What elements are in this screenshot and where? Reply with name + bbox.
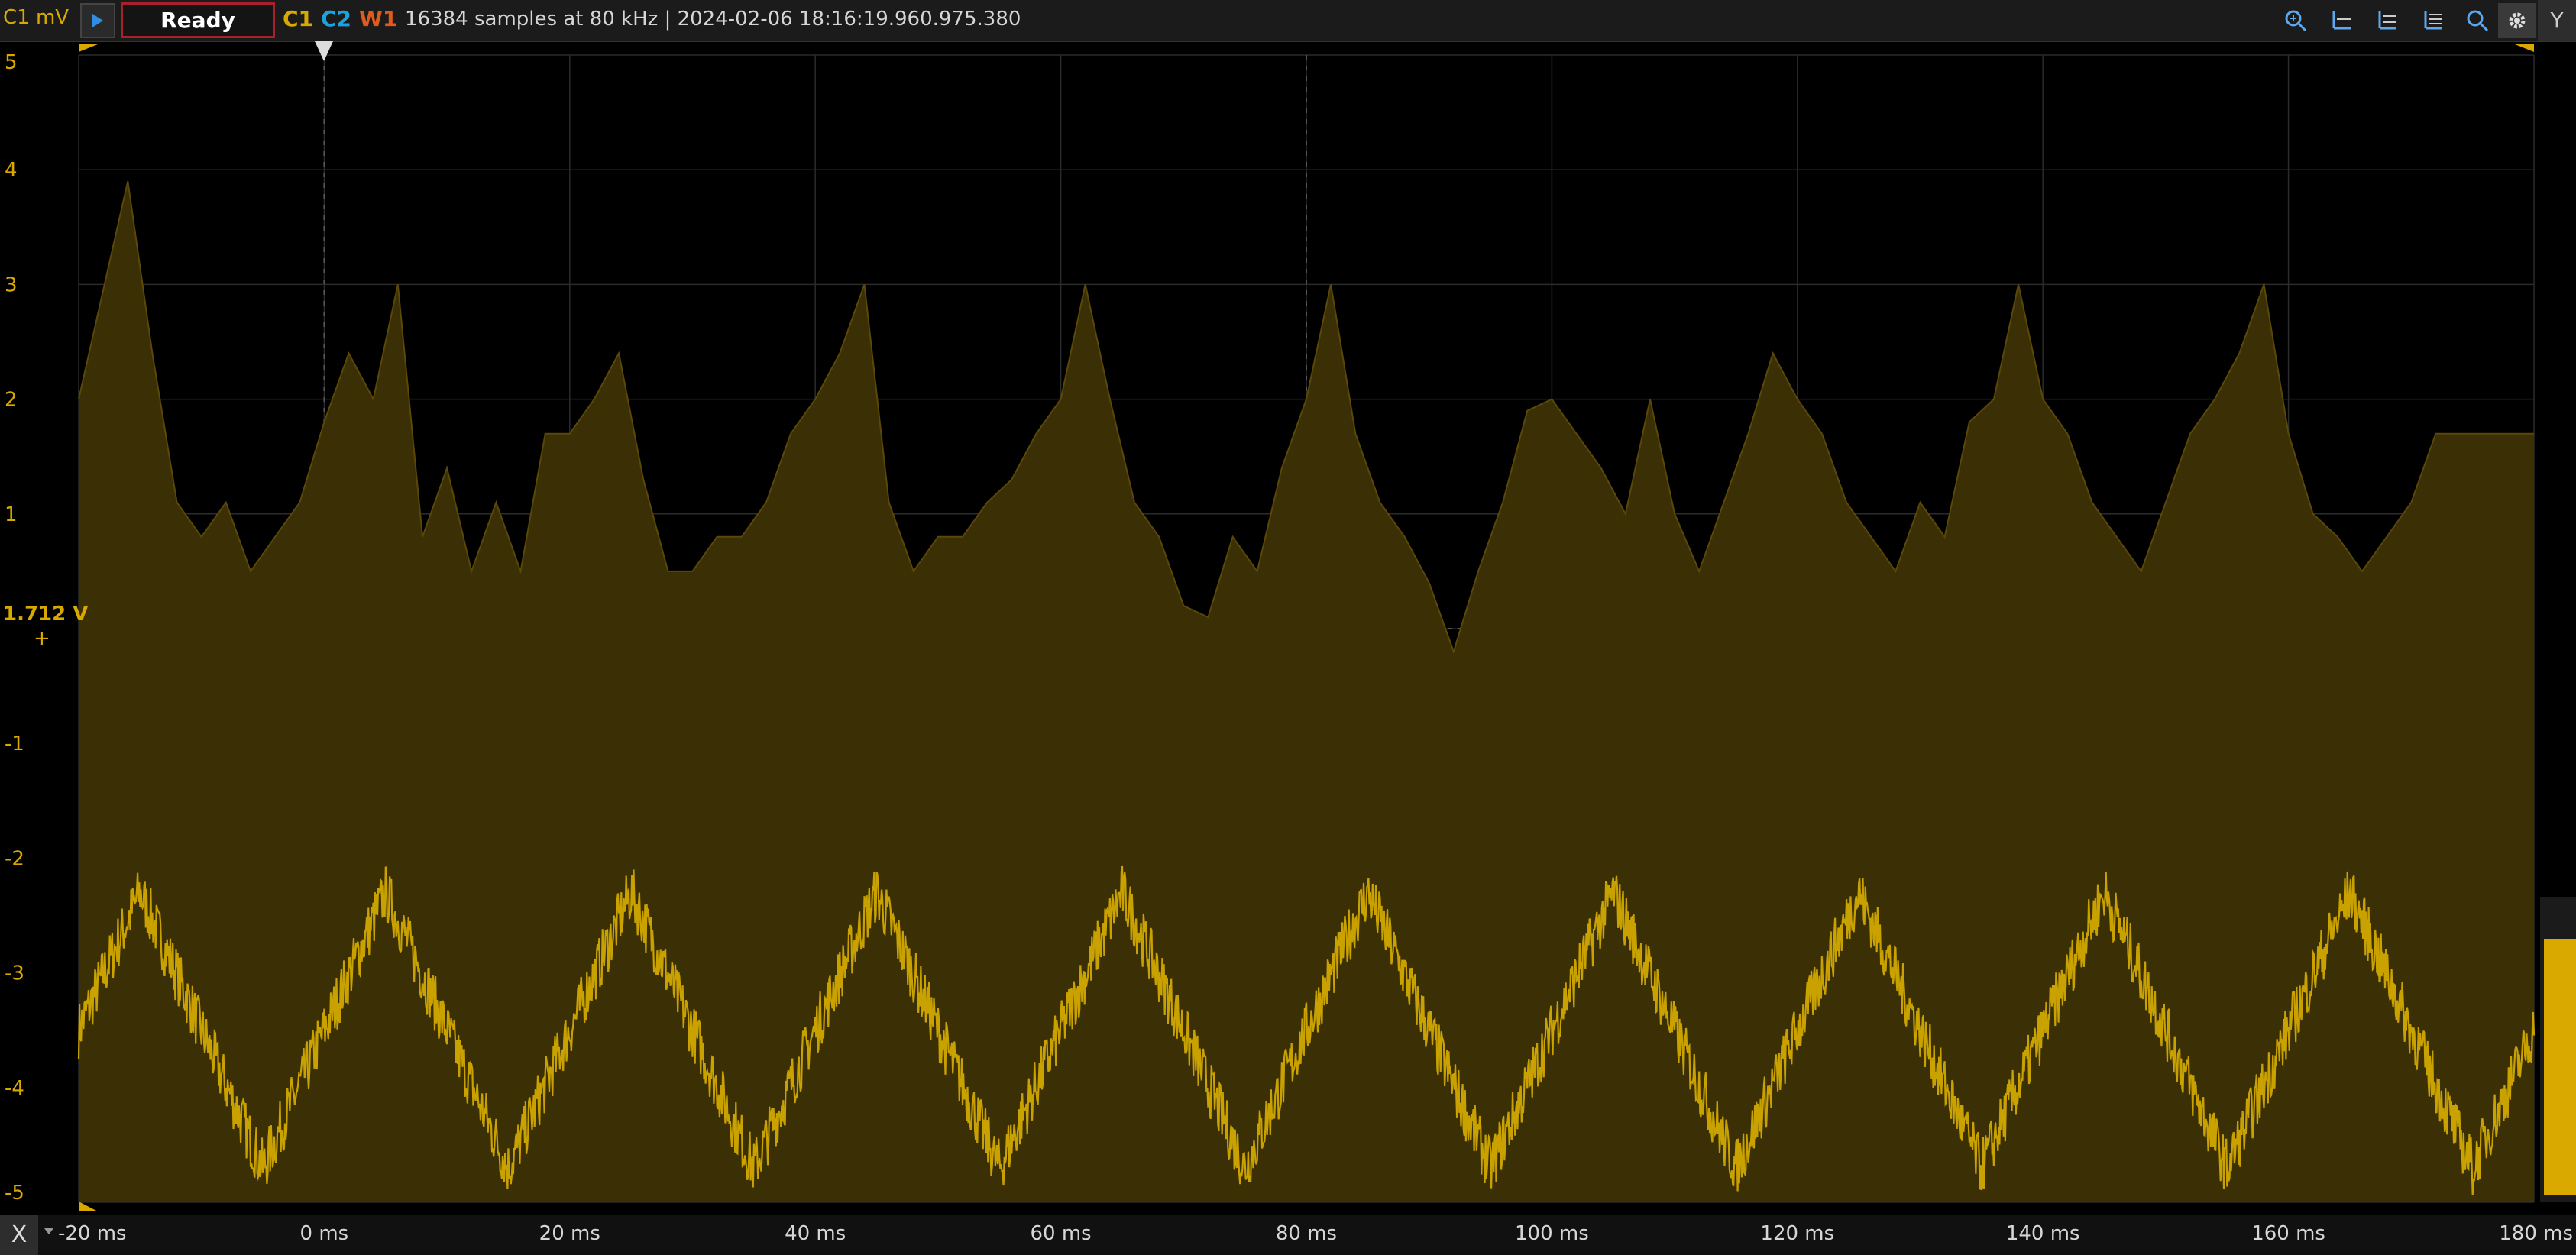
- zoom-in-button[interactable]: [2277, 3, 2315, 38]
- offset-marker-icon[interactable]: +: [34, 627, 50, 650]
- chevron-down-icon[interactable]: [43, 1225, 55, 1237]
- y-tick-label: 4: [5, 159, 18, 182]
- play-icon: [92, 14, 103, 27]
- wavegen-w1-toggle[interactable]: W1: [359, 6, 398, 31]
- x-tick-label: 60 ms: [1030, 1222, 1092, 1245]
- x-axis-bar: X -20 ms 0 ms 20 ms 40 ms 60 ms 80 ms 100 ms 12…: [0, 1215, 2576, 1255]
- x-tick-label: 120 ms: [1760, 1222, 1835, 1245]
- x-tick-label: 20 ms: [539, 1222, 600, 1245]
- cursor-horizontal-button[interactable]: [2322, 3, 2361, 38]
- cursor-vertical-icon: [2378, 11, 2396, 30]
- y-tick-label: -4: [5, 1077, 24, 1100]
- channel1-trace: [77, 865, 2536, 1195]
- y-unit-label: C1 mV: [3, 6, 70, 29]
- x-tick-label: -20 ms: [58, 1222, 127, 1245]
- cursor-list-button[interactable]: [2414, 3, 2452, 38]
- y-tick-label: -3: [5, 962, 24, 985]
- trigger-marker-icon[interactable]: [315, 41, 333, 61]
- x-tick-label: 160 ms: [2251, 1222, 2325, 1245]
- y-tick-label: -2: [5, 847, 24, 870]
- y-tick-label: 1: [5, 503, 18, 526]
- x-tick-label: 0 ms: [299, 1222, 349, 1245]
- y-tick-label: 5: [5, 51, 18, 74]
- channel-c1-toggle[interactable]: C1: [283, 6, 314, 31]
- x-tick-label: 140 ms: [2005, 1222, 2080, 1245]
- top-left-range-marker-icon: [79, 44, 98, 52]
- channel-offset-label: 1.712 V: [3, 603, 88, 626]
- x-axis-button[interactable]: X: [0, 1215, 38, 1255]
- settings-button[interactable]: [2498, 3, 2536, 38]
- acquisition-status-button[interactable]: Ready: [121, 2, 275, 38]
- zoom-button[interactable]: [2458, 3, 2497, 38]
- x-tick-label: 40 ms: [785, 1222, 846, 1245]
- oscilloscope-plot[interactable]: 5 4 3 2 1 -1 -2 -3 -4 -5 1.712 V +: [0, 41, 2576, 1215]
- x-tick-label: 180 ms: [2499, 1222, 2573, 1245]
- y-axis-button[interactable]: Y: [2538, 0, 2576, 41]
- channel1-trace-envelope: [78, 180, 2534, 655]
- x-tick-label: 80 ms: [1275, 1222, 1338, 1245]
- y-tick-label: -1: [5, 733, 24, 755]
- zoom-icon: [2467, 10, 2489, 32]
- acquisition-info: 16384 samples at 80 kHz | 2024-02-06 18:…: [405, 8, 1021, 31]
- channel1-fill-area: [79, 181, 2534, 1203]
- y-tick-label: 3: [5, 273, 18, 296]
- y-tick-label: 2: [5, 389, 18, 412]
- cursor-horizontal-icon: [2332, 11, 2351, 30]
- y-tick-label: -5: [5, 1182, 24, 1205]
- channel-c2-toggle[interactable]: C2: [321, 6, 352, 31]
- cursor-list-icon: [2424, 11, 2442, 30]
- x-tick-label: 100 ms: [1515, 1222, 1589, 1245]
- settings-icon: [2509, 12, 2526, 29]
- bottom-left-range-marker-icon: [79, 1202, 98, 1211]
- signal-level-indicator: [2544, 939, 2576, 1195]
- top-toolbar: C1 mV Ready C1 C2 W1 16384 samples at 80…: [0, 0, 2576, 42]
- cursor-vertical-button[interactable]: [2368, 3, 2406, 38]
- run-button[interactable]: [80, 3, 115, 38]
- y-axis-labels: 5 4 3 2 1 -1 -2 -3 -4 -5: [5, 51, 24, 1205]
- zoom-in-icon: [2285, 10, 2307, 32]
- top-right-range-marker-icon: [2515, 44, 2534, 52]
